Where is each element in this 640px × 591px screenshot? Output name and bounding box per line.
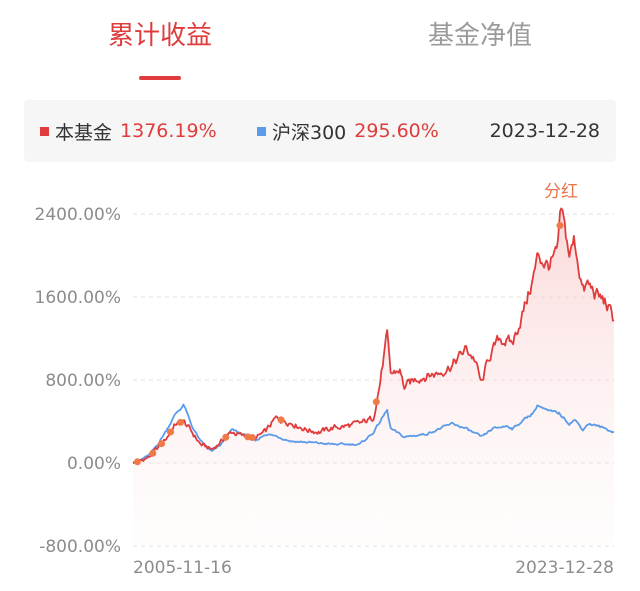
chart-legend: 本基金 1376.19% 沪深300 295.60% 2023-12-28 (24, 100, 616, 162)
dividend-marker (133, 458, 141, 466)
y-tick-label: 1600.00% (35, 288, 121, 308)
dividend-marker (277, 416, 285, 424)
y-tick-label: 0.00% (67, 454, 121, 474)
dividend-marker (149, 449, 157, 457)
fund-color-swatch (40, 126, 49, 136)
legend-index-value: 295.60% (354, 120, 439, 142)
cumulative-return-chart: 2400.00% 1600.00% 800.00% 0.00% -800.00% 200… (35, 182, 615, 578)
dividend-annotation: 分红 (544, 182, 578, 202)
dividend-marker (248, 434, 256, 442)
index-line (133, 403, 615, 464)
dividend-markers (133, 222, 564, 466)
y-tick-label: 800.00% (45, 371, 121, 391)
active-tab-indicator (139, 76, 181, 80)
y-tick-label: -800.00% (39, 537, 121, 557)
series-lines (132, 207, 615, 546)
legend-item-index: 沪深300 295.60% (257, 100, 439, 162)
dividend-marker (177, 418, 185, 426)
x-axis-labels: 2005-11-16 2023-12-28 (133, 558, 614, 578)
legend-index-name: 沪深300 (272, 121, 347, 144)
y-axis-labels: 2400.00% 1600.00% 800.00% 0.00% -800.00% (35, 205, 121, 557)
tab-fund-nav[interactable]: 基金净值 (427, 21, 533, 51)
dividend-marker (222, 433, 230, 441)
legend-item-date: 2023-12-28 (490, 100, 600, 162)
dividend-marker (158, 440, 166, 448)
fund-line (132, 207, 615, 464)
tab-cumulative-return[interactable]: 累计收益 (107, 21, 213, 51)
y-tick-label: 2400.00% (35, 205, 121, 225)
tab-bar: 累计收益 基金净值 (0, 0, 640, 90)
legend-item-fund: 本基金 1376.19% (40, 100, 217, 162)
x-tick-label-end: 2023-12-28 (515, 558, 614, 578)
dividend-marker (167, 428, 175, 436)
fund-area-fill (133, 208, 614, 546)
legend-fund-name: 本基金 (55, 121, 113, 144)
dividend-marker (372, 398, 380, 406)
index-color-swatch (257, 126, 266, 136)
x-tick-label-start: 2005-11-16 (133, 558, 232, 578)
legend-fund-value: 1376.19% (120, 120, 217, 142)
legend-date: 2023-12-28 (489, 120, 600, 142)
dividend-marker (556, 222, 564, 230)
